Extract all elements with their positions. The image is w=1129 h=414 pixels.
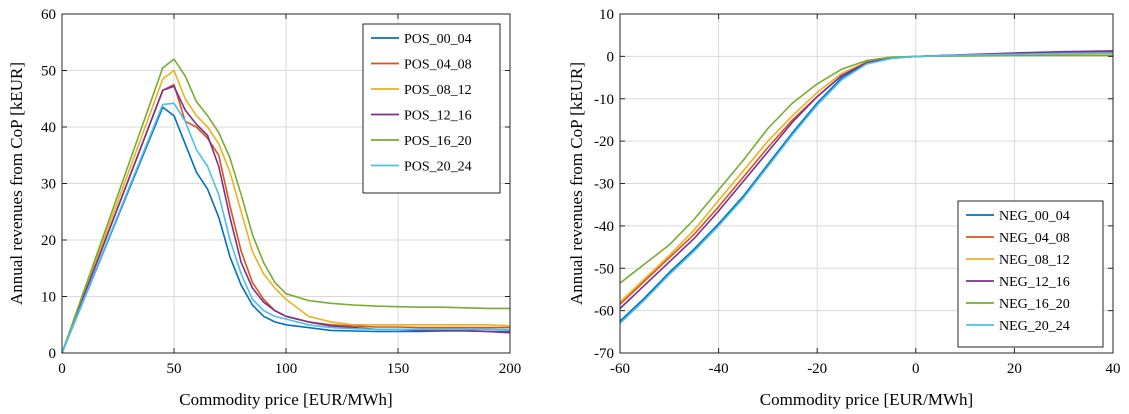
x-tick-label: 50: [167, 361, 182, 377]
legend-entry: NEG_12_16: [999, 275, 1070, 290]
x-axis-label: Commodity price [EUR/MWh]: [760, 390, 973, 409]
series-line-pos-16-20: [61, 58, 510, 354]
y-axis-label: Annual revenues from CoP [kEUR]: [7, 62, 26, 305]
legend-entry: NEG_00_04: [999, 209, 1070, 224]
x-tick-label: 0: [58, 361, 66, 377]
series-lines: [61, 58, 511, 354]
legend-entry: POS_08_12: [404, 83, 472, 98]
series-line-pos-20-24: [61, 102, 511, 354]
y-tick-label: -30: [594, 177, 614, 193]
legend: POS_00_04 POS_04_08 POS_08_12 POS_12_16 POS_…: [362, 23, 501, 194]
legend-entry: NEG_20_24: [999, 319, 1070, 334]
legend-entry: NEG_08_12: [999, 253, 1070, 268]
y-tick-label: 0: [607, 49, 615, 65]
legend-entry: POS_04_08: [404, 58, 472, 73]
y-axis-label: Annual revenues from CoP [kEUR]: [567, 62, 586, 305]
legend-entry: NEG_04_08: [999, 231, 1070, 246]
x-tick-label: 20: [1007, 361, 1022, 377]
y-tick-label: 10: [41, 290, 56, 306]
y-tick-label: -70: [594, 346, 614, 362]
series-line-pos-08-12: [61, 69, 511, 354]
y-tick-label: -10: [594, 92, 614, 108]
series-line-neg-20-24: [619, 52, 1114, 324]
y-tick-label: 60: [41, 7, 56, 23]
series-line-pos-00-04: [61, 106, 510, 354]
x-tick-label: 0: [912, 361, 920, 377]
y-tick-label: 0: [49, 346, 57, 362]
x-tick-label: -60: [610, 361, 630, 377]
legend-entry: POS_16_20: [404, 134, 472, 149]
ticks: 0 50 100 150 200 0 10 20 30 40 50 60: [41, 7, 521, 377]
legend-entry: POS_20_24: [404, 160, 472, 175]
series-line-pos-12-16: [61, 85, 511, 354]
y-tick-label: -60: [594, 304, 614, 320]
y-tick-label: 10: [599, 7, 614, 23]
y-tick-label: 20: [41, 233, 56, 249]
y-tick-label: 50: [41, 64, 56, 80]
series-lines: [619, 50, 1114, 324]
legend-box: [957, 200, 1104, 348]
x-tick-label: 100: [275, 361, 298, 377]
x-tick-label: 40: [1106, 361, 1121, 377]
x-tick-label: -40: [709, 361, 729, 377]
legend-entry: POS_12_16: [404, 109, 472, 124]
y-tick-label: -50: [594, 261, 614, 277]
x-tick-label: 150: [387, 361, 410, 377]
y-tick-label: -20: [594, 134, 614, 150]
y-tick-label: -40: [594, 219, 614, 235]
legend: NEG_00_04 NEG_04_08 NEG_08_12 NEG_12_16 NEG_…: [957, 200, 1104, 348]
x-axis-label: Commodity price [EUR/MWh]: [179, 390, 392, 409]
legend-entry: POS_00_04: [404, 32, 472, 47]
series-line-neg-16-20: [619, 54, 1113, 284]
y-tick-label: 30: [41, 177, 56, 193]
x-tick-label: 200: [499, 361, 522, 377]
chart-1: 0 50 100 150 200 0 10 20 30 40 50 60 Commodity price…: [7, 7, 521, 409]
y-tick-label: 40: [41, 120, 56, 136]
legend-entry: NEG_16_20: [999, 297, 1070, 312]
chart-2: -60 -40 -20 0 20 40-70-60-50-40-30-20-10010Co…: [567, 7, 1121, 409]
x-tick-label: -20: [807, 361, 827, 377]
